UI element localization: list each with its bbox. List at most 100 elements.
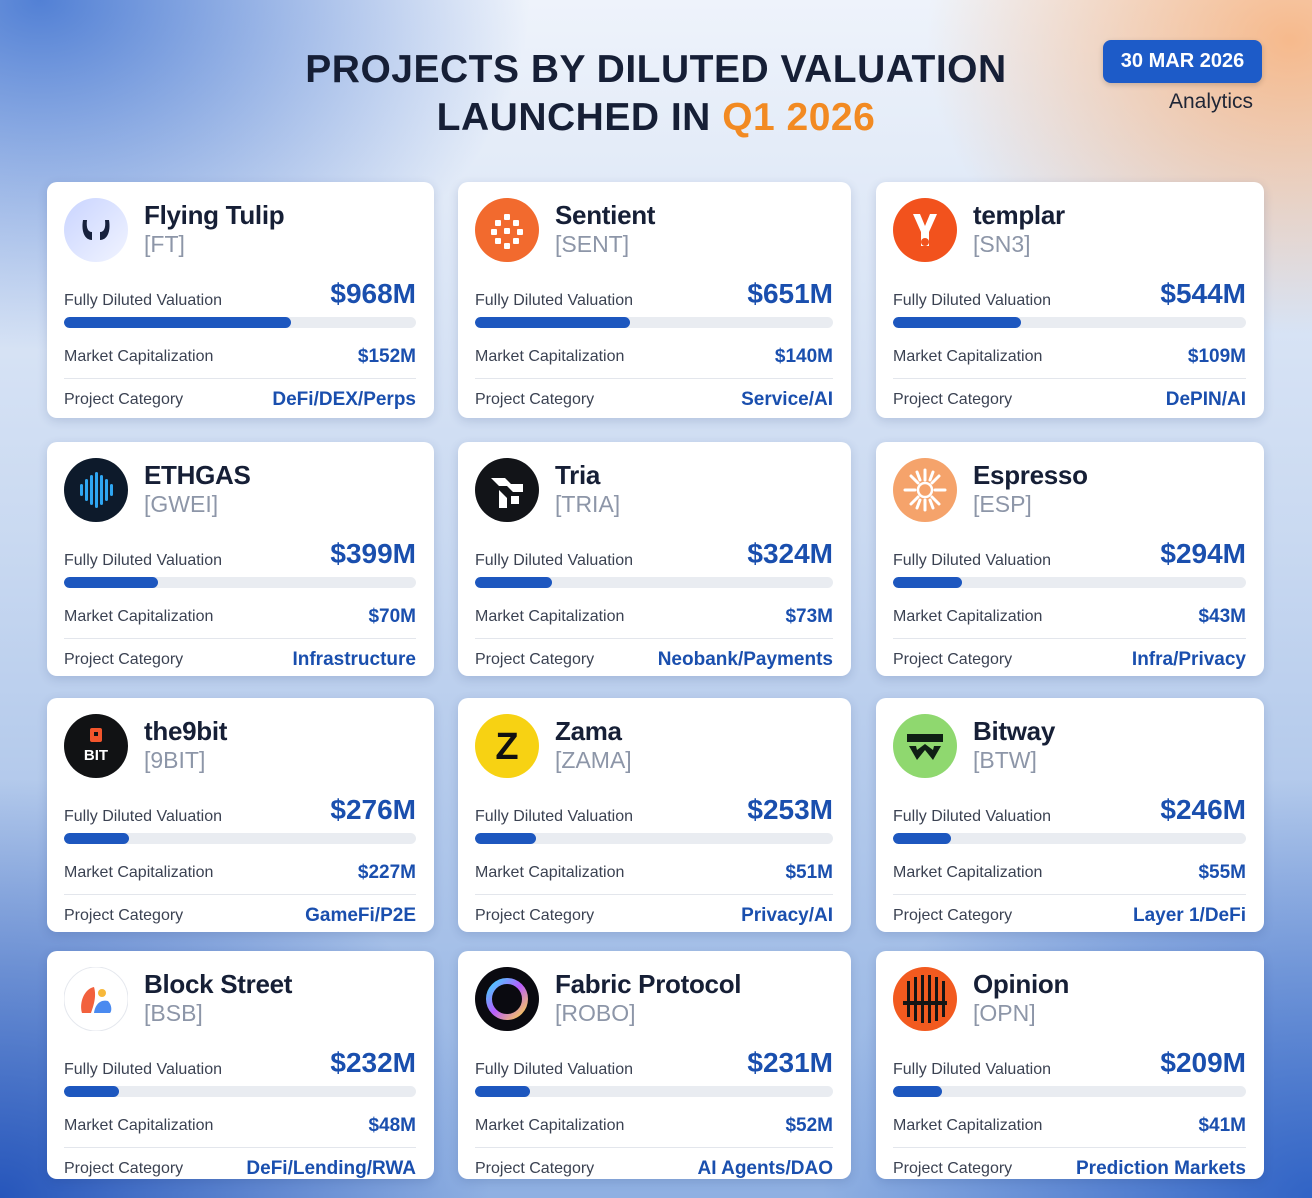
title-line-2: LAUNCHED IN Q1 2026 [0, 94, 1312, 142]
project-header: Z Zama [ZAMA] [475, 714, 833, 790]
fdv-bar-fill [893, 833, 951, 844]
fdv-row: Fully Diluted Valuation $231M [475, 1043, 833, 1079]
category-value: Neobank/Payments [657, 649, 833, 670]
fdv-bar-fill [475, 577, 553, 588]
project-ticker: [ZAMA] [555, 747, 632, 773]
fdv-label: Fully Diluted Valuation [475, 808, 634, 825]
project-names: Espresso [ESP] [973, 458, 1088, 518]
page-title: PROJECTS BY DILUTED VALUATION LAUNCHED I… [0, 46, 1312, 142]
tria-logo-icon [475, 458, 539, 522]
fdv-value: $231M [747, 1047, 833, 1078]
fdv-row: Fully Diluted Valuation $324M [475, 534, 833, 570]
project-name: ETHGAS [144, 460, 251, 490]
fdv-row: Fully Diluted Valuation $246M [893, 790, 1246, 826]
fdv-value: $544M [1160, 278, 1246, 309]
fdv-bar [64, 833, 416, 844]
market-cap-value: $48M [368, 1115, 416, 1136]
fdv-value: $651M [747, 278, 833, 309]
market-cap-label: Market Capitalization [893, 864, 1043, 881]
category-label: Project Category [475, 1160, 595, 1177]
category-row: Project Category Privacy/AI [475, 895, 833, 937]
fdv-row: Fully Diluted Valuation $253M [475, 790, 833, 826]
project-header: Espresso [ESP] [893, 458, 1246, 534]
sentient-logo-icon [475, 198, 539, 262]
fdv-label: Fully Diluted Valuation [64, 808, 223, 825]
fdv-value: $276M [330, 794, 416, 825]
project-card: templar [SN3] Fully Diluted Valuation $5… [876, 182, 1264, 418]
project-names: Tria [TRIA] [555, 458, 620, 518]
market-cap-label: Market Capitalization [64, 864, 214, 881]
category-label: Project Category [893, 1160, 1013, 1177]
category-row: Project Category Infrastructure [64, 639, 416, 681]
fdv-bar-fill [475, 1086, 531, 1097]
project-name: Flying Tulip [144, 200, 285, 230]
fdv-bar [893, 1086, 1246, 1097]
fdv-row: Fully Diluted Valuation $209M [893, 1043, 1246, 1079]
templar-logo-icon [893, 198, 957, 262]
project-name: templar [973, 200, 1065, 230]
category-value: Service/AI [741, 389, 833, 410]
fdv-label: Fully Diluted Valuation [475, 1061, 634, 1078]
market-cap-row: Market Capitalization $140M [475, 336, 833, 379]
project-card: Sentient [SENT] Fully Diluted Valuation … [458, 182, 851, 418]
analytics-tag: Analytics [1168, 90, 1253, 113]
category-label: Project Category [64, 907, 184, 924]
market-cap-label: Market Capitalization [64, 348, 214, 365]
category-value: Infra/Privacy [1131, 649, 1246, 670]
category-value: DeFi/DEX/Perps [272, 389, 416, 410]
market-cap-label: Market Capitalization [475, 608, 625, 625]
project-header: Flying Tulip [FT] [64, 198, 416, 274]
project-name: the9bit [144, 716, 228, 746]
fdv-row: Fully Diluted Valuation $651M [475, 274, 833, 310]
fdv-label: Fully Diluted Valuation [64, 292, 223, 309]
category-label: Project Category [893, 907, 1013, 924]
project-name: Block Street [144, 969, 293, 999]
market-cap-value: $51M [785, 862, 833, 883]
fdv-bar [64, 1086, 416, 1097]
fdv-value: $294M [1160, 538, 1246, 569]
category-label: Project Category [64, 1160, 184, 1177]
market-cap-value: $43M [1198, 606, 1246, 627]
project-names: Opinion [OPN] [973, 967, 1069, 1027]
market-cap-row: Market Capitalization $152M [64, 336, 416, 379]
market-cap-value: $73M [785, 606, 833, 627]
project-ticker: [9BIT] [144, 747, 206, 773]
zama-logo-icon: Z [475, 714, 539, 778]
category-value: Layer 1/DeFi [1133, 905, 1246, 926]
project-names: Bitway [BTW] [973, 714, 1055, 774]
fdv-bar-fill [64, 317, 292, 328]
fdv-value: $399M [330, 538, 416, 569]
project-header: ETHGAS [GWEI] [64, 458, 416, 534]
project-ticker: [GWEI] [144, 491, 219, 517]
project-header: BIT the9bit [9BIT] [64, 714, 416, 790]
project-ticker: [TRIA] [555, 491, 621, 517]
market-cap-value: $227M [357, 862, 416, 883]
project-card: Tria [TRIA] Fully Diluted Valuation $324… [458, 442, 851, 676]
project-ticker: [BSB] [144, 1000, 203, 1026]
fdv-row: Fully Diluted Valuation $399M [64, 534, 416, 570]
market-cap-label: Market Capitalization [475, 1117, 625, 1134]
fdv-bar [893, 833, 1246, 844]
fdv-label: Fully Diluted Valuation [893, 1061, 1052, 1078]
fdv-value: $968M [330, 278, 416, 309]
project-header: Block Street [BSB] [64, 967, 416, 1043]
market-cap-value: $52M [785, 1115, 833, 1136]
project-card: Flying Tulip [FT] Fully Diluted Valuatio… [47, 182, 434, 418]
category-label: Project Category [64, 391, 184, 408]
fdv-bar [475, 317, 833, 328]
category-row: Project Category AI Agents/DAO [475, 1148, 833, 1190]
fdv-bar-fill [893, 577, 963, 588]
market-cap-label: Market Capitalization [893, 1117, 1043, 1134]
category-row: Project Category Layer 1/DeFi [893, 895, 1246, 937]
project-card: Bitway [BTW] Fully Diluted Valuation $24… [876, 698, 1264, 932]
the9bit-logo-icon: BIT [64, 714, 128, 778]
project-name: Zama [555, 716, 622, 746]
fdv-row: Fully Diluted Valuation $544M [893, 274, 1246, 310]
fabric-protocol-logo-icon [475, 967, 539, 1031]
fdv-bar [893, 317, 1246, 328]
category-label: Project Category [893, 391, 1013, 408]
category-row: Project Category Service/AI [475, 379, 833, 421]
date-badge: 30 MAR 2026 [1103, 40, 1262, 83]
project-header: Fabric Protocol [ROBO] [475, 967, 833, 1043]
market-cap-label: Market Capitalization [64, 608, 214, 625]
